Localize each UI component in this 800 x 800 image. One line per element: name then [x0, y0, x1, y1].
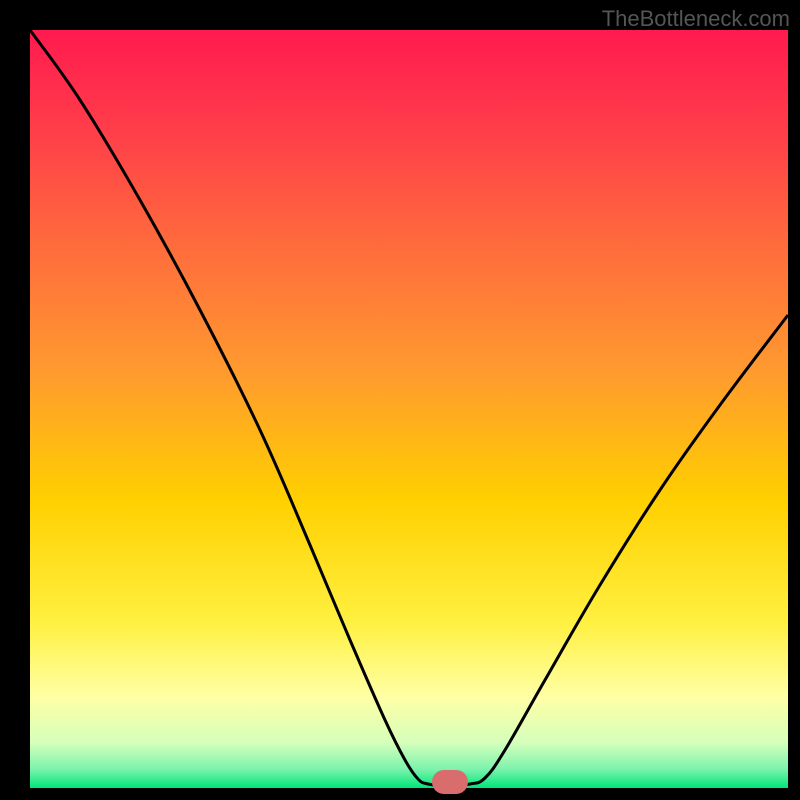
chart-stage: TheBottleneck.com: [0, 0, 800, 800]
watermark-label: TheBottleneck.com: [602, 6, 790, 32]
optimal-marker: [432, 770, 468, 794]
plot-background: [30, 30, 788, 788]
chart-svg: [0, 0, 800, 800]
